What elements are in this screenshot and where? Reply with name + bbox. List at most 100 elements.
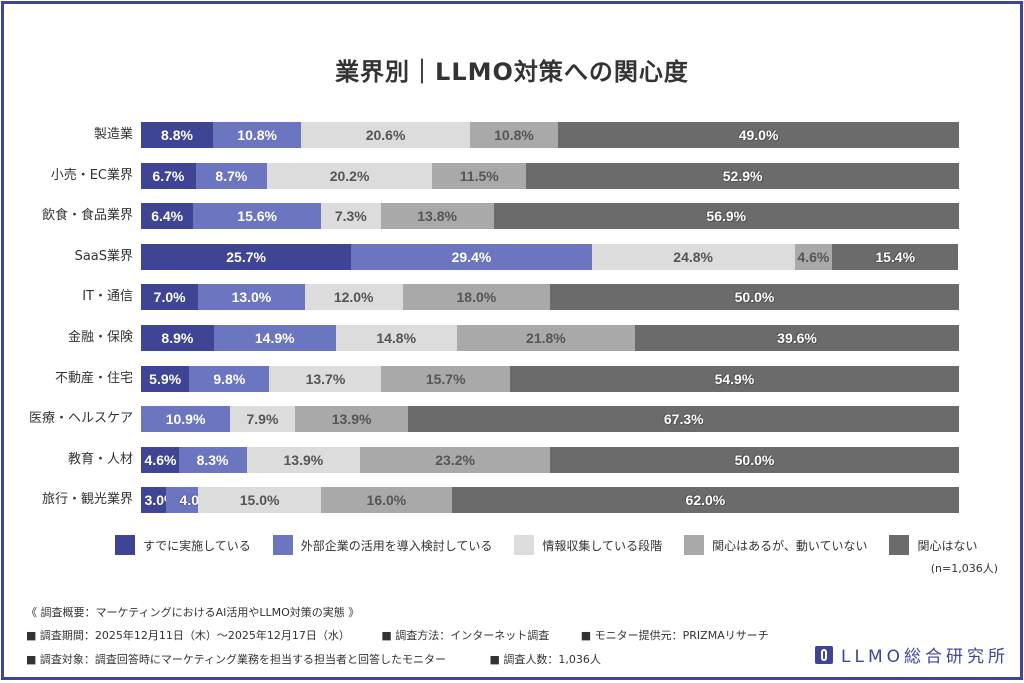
category-label: 教育・人材 [67,451,133,467]
bar-segment [432,162,527,189]
bar-segment [193,203,321,230]
bar-segment [198,284,305,311]
bar-segment-label: 13.0% [231,289,272,306]
bar-segment [266,162,433,189]
bar-segment [509,365,959,392]
sample-size-note: (n=1,036人) [930,562,998,575]
bar-segment [320,203,381,230]
bar-segment-label: 20.6% [365,127,406,143]
bar-segment [832,243,959,270]
bar-segment-label: 54.9% [714,370,755,387]
survey-period: ■ 調査期間：2025年12月11日（木）～2025年12月17日（水） [26,629,350,642]
category-label: 金融・保険 [67,330,133,345]
bar-segment-label: 15.4% [875,248,916,265]
chart-title: 業界別｜LLMO対策への関心度 [335,58,689,86]
legend-label: 情報収集している段階 [542,538,663,553]
bar-segment [195,162,267,189]
bar-segment [230,406,295,433]
bar-segment [213,325,336,351]
bar-segment [794,243,833,270]
bar-segment-label: 15.0% [239,492,280,509]
bar-segment-label: 6.7% [152,167,185,184]
category-label: 製造業 [93,127,133,142]
bar-segment [141,446,179,473]
bar-segment [320,487,452,514]
bar-segment-label: 14.8% [376,330,417,346]
category-label: 小売・EC業界 [50,167,133,183]
bar-segment-label: 25.7% [226,248,266,265]
bar-segment [301,122,470,148]
bar-segment [451,487,959,514]
bar-segment [456,325,636,351]
bar-segment-label: 10.8% [237,127,277,143]
legend-item: 外部企業の活用を導入検討している [272,535,493,555]
category-label: IT・通信 [82,289,133,305]
bar-segment [550,284,959,311]
legend-swatch [514,535,535,555]
bar-segment-label: 13.8% [417,208,457,225]
bar-segment-label: 49.0% [738,127,779,143]
bar-segment [351,243,592,270]
category-label: SaaS業界 [74,248,133,264]
bar-segment [141,122,213,148]
bar-segment [558,122,959,148]
legend-label: 関心はない [917,538,978,553]
bar-segment [402,284,550,311]
bar-segment-label: 39.6% [777,330,817,346]
bar-segment [189,365,270,392]
bar-segment-label: 8.3% [196,451,229,468]
bar-segment-label: 10.8% [494,127,534,143]
bar-segment-label: 7.0% [153,289,186,306]
legend-label: すでに実施している [143,538,251,553]
bar-segment [526,162,959,189]
bar-segment-label: 56.9% [706,208,747,225]
logo: LLMO総合研究所 [815,642,1009,667]
legend-swatch [684,535,705,555]
survey-heading: 《 調査概要：マーケティングにおけるAI活用やLLMO対策の実態 》 [26,606,360,619]
bar-segment-label: 15.6% [237,208,277,225]
bar-segment-label: 52.9% [722,167,763,184]
bar-segment [294,406,409,433]
bar-segment [141,487,166,514]
legend-label: 外部企業の活用を導入検討している [300,538,493,553]
bar-segment-label: 8.8% [161,127,193,143]
bar-segment [165,487,199,514]
logo-mark-icon [815,645,833,664]
bar-segment [178,446,247,473]
survey-method: ■ 調査方法：インターネット調査 [381,629,550,642]
bar-segment-label: 10.9% [165,411,206,428]
bar-segment-label: 23.2% [435,451,475,468]
bar-segment-label: 21.8% [526,330,566,346]
bar-segment-label: 8.9% [161,330,194,346]
bar-segment-label: 62.0% [685,492,726,509]
legend-label: 関心はあるが、動いていない [712,538,868,553]
category-label: 不動産・住宅 [54,370,133,386]
bar-segment [469,122,559,148]
bar-segment-label: 67.3% [663,411,704,428]
bar-segment-label: 4.6% [144,451,177,468]
bar-segment-label: 7.3% [334,208,367,225]
category-label: 旅行・観光業界 [41,492,133,508]
bar-segment-label: 50.0% [734,451,775,468]
logo-text: LLMO総合研究所 [841,647,1009,667]
bar-segment-label: 18.0% [456,289,497,306]
bar-segment [408,406,959,433]
bar-segment [141,284,199,311]
survey-target: ■ 調査対象：調査回答時にマーケティング業務を担当する担当者と回答したモニター [26,653,447,666]
survey-provider: ■ モニター提供元：PRIZMAリサーチ [580,629,769,642]
bar-segment-label: 9.8% [213,370,246,387]
bar-segment [550,446,959,473]
bar-segment-label: 7.9% [246,411,279,428]
legend-item: すでに実施している [115,535,251,555]
bar-segment [335,325,457,351]
bar-segment-label: 5.9% [149,370,182,387]
bar-segment [246,446,361,473]
bar-segment-label: 16.0% [366,492,407,509]
bar-segment [381,365,510,392]
bar-segment [141,162,196,189]
bar-segment [304,284,403,311]
legend: すでに実施している 外部企業の活用を導入検討している 情報収集している段階 関心はある… [115,535,1000,555]
bar-segment [212,122,302,148]
category-label: 飲食・食品業界 [41,208,133,224]
